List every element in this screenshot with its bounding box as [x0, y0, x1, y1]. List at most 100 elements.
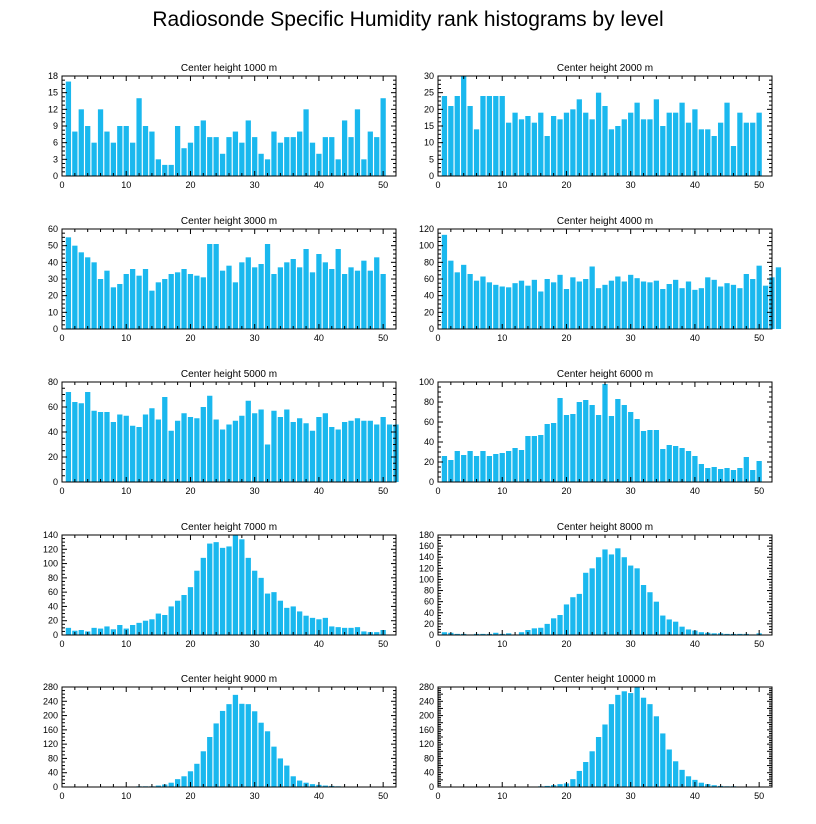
- histogram-bar: [97, 628, 104, 635]
- histogram-bar: [117, 625, 123, 635]
- histogram-bar: [615, 399, 621, 482]
- x-tick-label: 40: [314, 791, 324, 801]
- histogram-bar: [756, 265, 762, 329]
- x-tick-label: 50: [754, 791, 764, 801]
- histogram-bar: [130, 625, 136, 635]
- histogram-bar: [525, 436, 531, 482]
- histogram-bar: [608, 280, 615, 329]
- histogram-bar: [264, 244, 271, 329]
- histogram-bar: [673, 279, 679, 329]
- histogram-bar: [493, 284, 499, 329]
- histogram-bar: [232, 282, 239, 329]
- histogram-bar: [207, 395, 213, 482]
- histogram-bar: [194, 418, 200, 482]
- histogram-bar: [200, 751, 206, 787]
- histogram-bar: [640, 585, 647, 635]
- panel-title: Center height 1000 m: [181, 63, 277, 74]
- histogram-bar: [162, 164, 168, 176]
- histogram-bar: [628, 565, 634, 635]
- y-tick-label: 0: [53, 782, 58, 792]
- histogram-bar: [486, 282, 493, 329]
- x-tick-label: 30: [250, 639, 260, 649]
- x-tick-label: 0: [59, 333, 64, 343]
- histogram-bar: [621, 281, 627, 329]
- x-tick-label: 50: [754, 639, 764, 649]
- histogram-bar: [737, 633, 743, 635]
- y-tick-label: 30: [48, 274, 58, 284]
- histogram-bar: [628, 112, 634, 176]
- histogram-bar: [705, 129, 711, 176]
- y-tick-label: 18: [48, 71, 58, 81]
- histogram-bar: [361, 159, 367, 176]
- histogram-bar: [660, 126, 666, 176]
- y-tick-label: 140: [43, 530, 58, 540]
- histogram-bar: [550, 423, 557, 482]
- x-tick-label: 40: [690, 180, 700, 190]
- y-tick-label: 160: [419, 725, 434, 735]
- histogram-bar: [168, 164, 174, 176]
- x-tick-label: 30: [626, 180, 636, 190]
- histogram-bar: [634, 419, 640, 482]
- histogram-bar: [72, 245, 78, 329]
- y-tick-label: 80: [48, 753, 58, 763]
- x-tick-label: 30: [250, 486, 260, 496]
- histogram-bar: [207, 137, 213, 176]
- histogram-bar: [441, 456, 448, 482]
- histogram-bar: [570, 597, 576, 635]
- histogram-bar: [576, 770, 582, 787]
- y-tick-label: 100: [419, 377, 434, 387]
- histogram-bar: [245, 557, 251, 635]
- histogram-bar: [750, 279, 756, 329]
- histogram-bar: [634, 278, 640, 329]
- histogram-bar: [653, 280, 660, 329]
- histogram-bar: [322, 617, 328, 635]
- histogram-bar: [271, 131, 277, 176]
- histogram-bar: [461, 264, 467, 329]
- histogram-bar: [316, 417, 322, 482]
- x-tick-label: 0: [435, 180, 440, 190]
- histogram-bar: [679, 288, 685, 329]
- histogram-bar: [750, 122, 756, 176]
- histogram-bar: [737, 112, 743, 176]
- x-tick-label: 40: [314, 486, 324, 496]
- histogram-bar: [538, 435, 544, 482]
- histogram-bar: [711, 467, 717, 482]
- histogram-bar: [72, 131, 78, 176]
- histogram-bar: [110, 287, 117, 329]
- histogram-bar: [322, 262, 328, 329]
- y-tick-label: 60: [48, 402, 58, 412]
- histogram-bar: [104, 131, 110, 176]
- x-tick-label: 50: [378, 791, 388, 801]
- histogram-bar: [634, 102, 640, 176]
- x-tick-label: 0: [59, 639, 64, 649]
- y-tick-label: 0: [429, 630, 434, 640]
- x-tick-label: 30: [250, 180, 260, 190]
- histogram-bar: [380, 98, 386, 176]
- histogram-bar: [717, 469, 724, 482]
- y-tick-label: 240: [419, 696, 434, 706]
- histogram-bar: [480, 451, 486, 482]
- histogram-panel-4: Center height 4000 m 0 10 20 30 40 50 0 20 40 60 80…: [419, 216, 782, 343]
- histogram-bar: [162, 397, 168, 482]
- histogram-bar: [461, 455, 467, 482]
- histogram-bar: [335, 249, 341, 329]
- histogram-bar: [724, 633, 730, 635]
- histogram-bar: [297, 780, 303, 787]
- x-tick-label: 50: [754, 486, 764, 496]
- histogram-bar: [518, 632, 525, 635]
- histogram-bar: [168, 430, 174, 482]
- histogram-bar: [239, 415, 245, 482]
- histogram-bar: [595, 737, 602, 787]
- histogram-bar: [506, 287, 512, 329]
- x-tick-label: 40: [690, 486, 700, 496]
- histogram-bar: [525, 285, 531, 329]
- histogram-bar: [117, 284, 123, 329]
- histogram-bar: [660, 733, 666, 787]
- y-tick-label: 160: [419, 541, 434, 551]
- histogram-bar: [480, 633, 486, 635]
- histogram-bar: [226, 137, 232, 176]
- histogram-bar: [284, 262, 290, 329]
- y-tick-label: 120: [43, 544, 58, 554]
- histogram-bar: [290, 259, 296, 329]
- histogram-bar: [367, 131, 373, 176]
